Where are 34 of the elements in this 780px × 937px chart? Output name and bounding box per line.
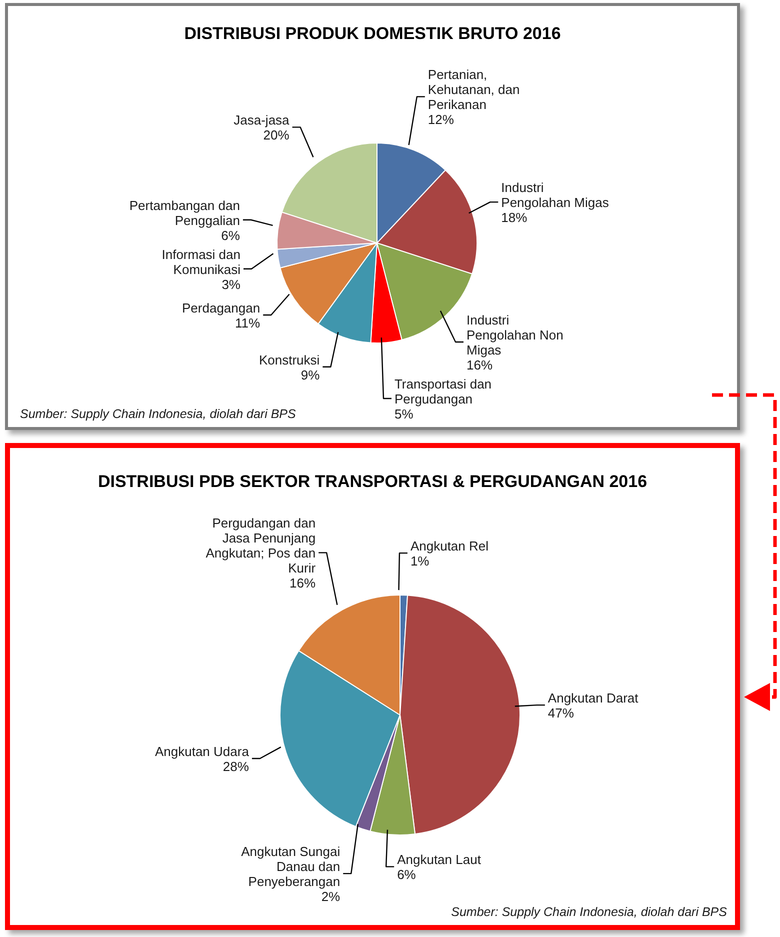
slice-label: Informasi dan Komunikasi [162,246,241,276]
data-label: 2% [321,888,341,904]
data-label: 18% [501,210,528,225]
slice-label: Angkutan Rel [410,538,489,554]
slice-label: Angkutan Sungai Danau dan Penyeberangan [241,844,340,889]
data-label: 28% [222,758,250,774]
data-label: 16% [290,575,316,590]
slice-label: Angkutan Laut [397,852,482,867]
slice-label: Pertambangan dan Penggalian [129,197,240,228]
data-label: 9% [300,366,320,382]
data-label: 12% [428,112,454,127]
text: Sumber: Supply Chain Indonesia, diolah dari BPS [20,407,296,421]
chart-title: DISTRIBUSI PRODUK DOMESTIK BRUTO 2016 [183,24,562,44]
slice-label: Angkutan Udara [154,744,250,759]
slice-label: Perdagangan [182,300,260,316]
slice-label: Konstruksi [258,352,320,367]
slice-label: Pergudangan dan Jasa Penunjang Angkutan; Pos dan Kurir [206,515,316,576]
slice-label: Pertanian, Kehutanan, dan Perikanan [428,66,520,112]
data-label: 20% [263,127,290,142]
slice-label: Angkutan Darat [548,690,639,706]
data-label: 11% [235,315,261,330]
data-label: 1% [410,553,430,568]
data-label: 6% [221,227,240,242]
data-label: 5% [394,406,414,421]
text: Sumber: Supply Chain Indonesia, diolah dari BPS [450,905,727,919]
data-label: 47% [548,705,574,720]
slice-label: Jasa-jasa [234,112,290,128]
data-label: 3% [222,276,241,292]
slice-label: Industri Pengolahan Non Migas [466,312,564,357]
slice-label: Industri Pengolahan Migas [501,180,610,210]
data-label: 6% [397,866,416,882]
slice-label: Transportasi dan Pergudangan [394,376,492,406]
data-label: 16% [466,357,493,372]
chart-title: DISTRIBUSI PDB SEKTOR TRANSPORTASI & PERGUDANGAN 2016 [96,472,648,492]
